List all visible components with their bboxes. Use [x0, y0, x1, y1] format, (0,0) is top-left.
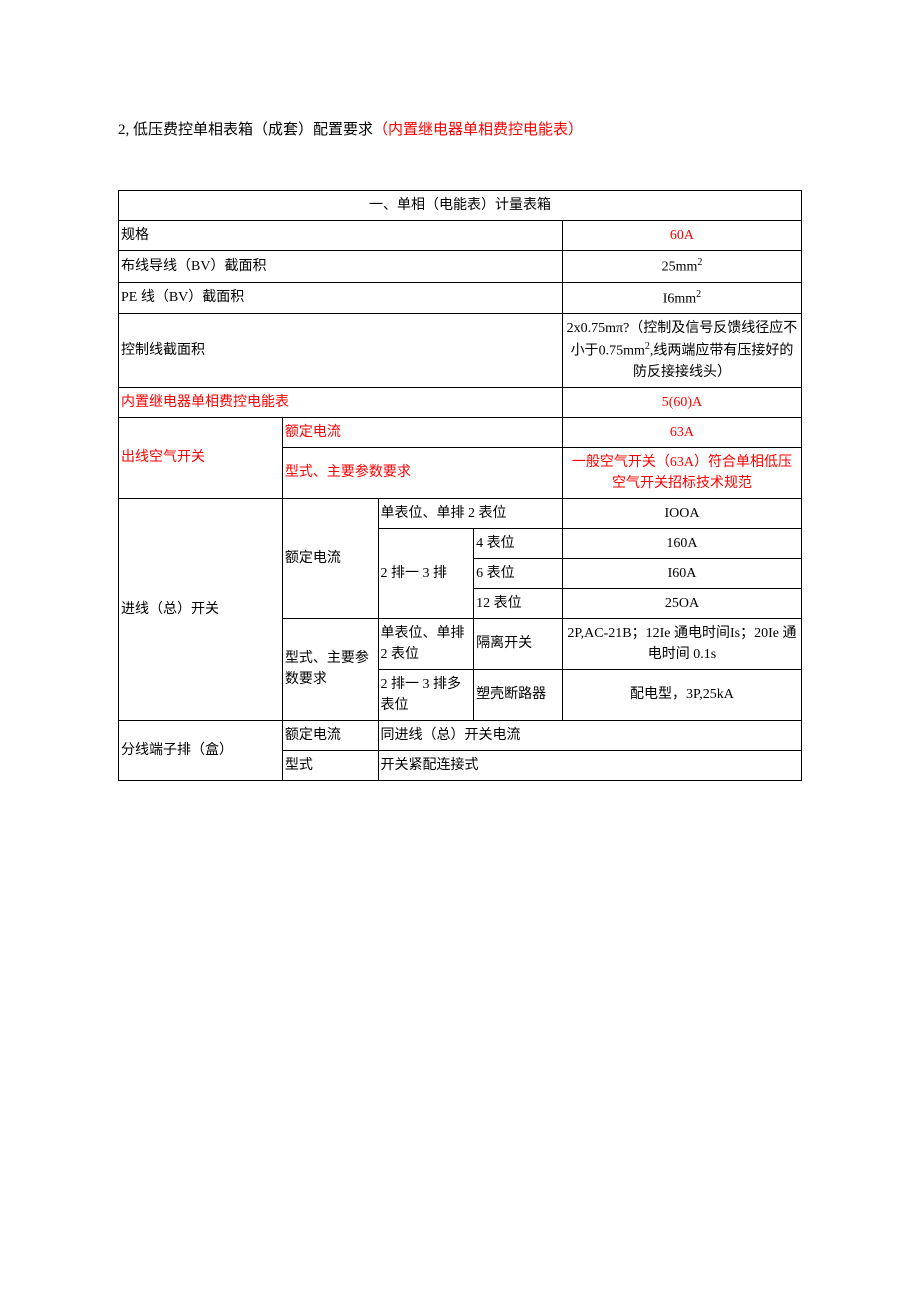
heading-prefix: 2, 低压费控单相表箱（成套）配置要求 — [118, 122, 373, 138]
spec-label: 规格 — [119, 221, 563, 251]
internal-relay-value: 5(60)A — [562, 387, 801, 417]
table-row: 进线（总）开关 额定电流 单表位、单排 2 表位 IOOA — [119, 498, 802, 528]
ctrl-line-value: 2x0.75mπ?（控制及信号反馈线径应不小于0.75mm2,线两端应带有压接好… — [562, 314, 801, 388]
terminal-rated-value: 同进线（总）开关电流 — [378, 720, 801, 750]
isolate-switch-value: 2P,AC-21B；12Ie 通电时间Is；20Ie 通电时间 0.1s — [562, 618, 801, 669]
superscript: 2 — [696, 289, 701, 300]
out-rated-value: 63A — [562, 417, 801, 447]
pos6-label: 6 表位 — [474, 558, 563, 588]
pos4-value: 160A — [562, 528, 801, 558]
in-switch-label: 进线（总）开关 — [119, 498, 283, 720]
ctrl-text-b: 0.75mm — [599, 344, 645, 359]
table-title: 一、单相（电能表）计量表箱 — [119, 191, 802, 221]
out-type-label: 型式、主要参数要求 — [282, 447, 562, 498]
out-switch-label: 出线空气开关 — [119, 417, 283, 498]
in-rated-label: 额定电流 — [282, 498, 378, 618]
terminal-label: 分线端子排（盒） — [119, 720, 283, 780]
two-three-row-label: 2 排一 3 排 — [378, 528, 474, 618]
out-type-value: 一般空气开关（63A）符合单相低压空气开关招标技术规范 — [562, 447, 801, 498]
document-heading: 2, 低压费控单相表箱（成套）配置要求（内置继电器单相费控电能表） — [118, 118, 802, 142]
mccb-value: 配电型，3P,25kA — [562, 669, 801, 720]
pe-bv-value: I6mm2 — [562, 282, 801, 314]
pos4-label: 4 表位 — [474, 528, 563, 558]
single-pos2-label: 单表位、单排 2 表位 — [378, 618, 474, 669]
ctrl-line-label: 控制线截面积 — [119, 314, 563, 388]
wire-bv-text: 25mm — [662, 260, 698, 275]
table-row: 控制线截面积 2x0.75mπ?（控制及信号反馈线径应不小于0.75mm2,线两… — [119, 314, 802, 388]
pe-bv-label: PE 线（BV）截面积 — [119, 282, 563, 314]
terminal-type-value: 开关紧配连接式 — [378, 750, 801, 780]
internal-relay-label: 内置继电器单相费控电能表 — [119, 387, 563, 417]
terminal-rated-label: 额定电流 — [282, 720, 378, 750]
pos12-value: 25OA — [562, 588, 801, 618]
pe-bv-text: I6mm — [663, 291, 696, 306]
mccb-label: 塑壳断路器 — [474, 669, 563, 720]
spec-value: 60A — [562, 221, 801, 251]
table-row: 分线端子排（盒） 额定电流 同进线（总）开关电流 — [119, 720, 802, 750]
table-row: 一、单相（电能表）计量表箱 — [119, 191, 802, 221]
in-type-label: 型式、主要参数要求 — [282, 618, 378, 720]
multi-pos-label: 2 排一 3 排多表位 — [378, 669, 474, 720]
single-pos-label: 单表位、单排 2 表位 — [378, 498, 562, 528]
wire-bv-label: 布线导线（BV）截面积 — [119, 251, 563, 283]
wire-bv-value: 25mm2 — [562, 251, 801, 283]
table-row: 规格 60A — [119, 221, 802, 251]
pos12-label: 12 表位 — [474, 588, 563, 618]
table-row: 布线导线（BV）截面积 25mm2 — [119, 251, 802, 283]
out-rated-label: 额定电流 — [282, 417, 562, 447]
isolate-switch-label: 隔离开关 — [474, 618, 563, 669]
spec-table: 一、单相（电能表）计量表箱 规格 60A 布线导线（BV）截面积 25mm2 P… — [118, 190, 802, 781]
table-row: 出线空气开关 额定电流 63A — [119, 417, 802, 447]
heading-red-suffix: （内置继电器单相费控电能表） — [373, 122, 583, 138]
ctrl-text-c: ,线两端应带有压接好的防反接接线头） — [633, 344, 793, 380]
single-pos-value: IOOA — [562, 498, 801, 528]
terminal-type-label: 型式 — [282, 750, 378, 780]
superscript: 2 — [697, 257, 702, 268]
table-row: 内置继电器单相费控电能表 5(60)A — [119, 387, 802, 417]
table-row: PE 线（BV）截面积 I6mm2 — [119, 282, 802, 314]
pos6-value: I60A — [562, 558, 801, 588]
